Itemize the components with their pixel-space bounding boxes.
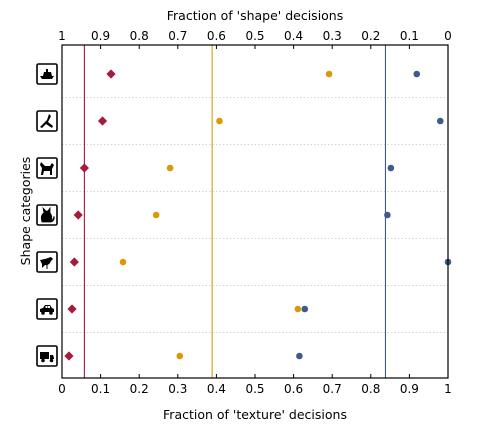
data-point-diamond — [69, 257, 79, 267]
data-point-diamond — [97, 116, 108, 126]
data-point-diamond — [106, 69, 116, 79]
bird-glyph — [40, 257, 53, 269]
data-point-circle — [301, 305, 309, 313]
bottom-tick-label: 0 — [58, 382, 66, 396]
top-tick-label: 0.7 — [168, 29, 187, 43]
boat-cabin — [43, 72, 52, 76]
y-axis-title: Shape categories — [18, 157, 33, 266]
data-point-circle — [296, 352, 303, 360]
top-tick-label: 0.8 — [130, 29, 149, 43]
bottom-tick-label: 0.8 — [361, 382, 380, 396]
cat-icon — [36, 204, 58, 226]
car-icon — [36, 298, 58, 320]
dog-icon — [36, 157, 58, 179]
bird-icon — [36, 251, 58, 273]
top-axis-title: Fraction of 'shape' decisions — [167, 8, 344, 23]
data-point-circle — [413, 70, 421, 78]
data-point-circle — [325, 70, 333, 78]
airplane-icon — [36, 110, 58, 132]
data-points — [64, 69, 452, 361]
boat-hull — [40, 76, 54, 79]
data-point-circle — [119, 258, 127, 266]
boat-mast — [46, 69, 48, 72]
bottom-tick-label: 0.5 — [245, 382, 264, 396]
data-point-diamond — [64, 351, 74, 361]
bottom-axis-title: Fraction of 'texture' decisions — [163, 407, 347, 422]
data-point-circle — [152, 211, 160, 219]
bottom-tick-label: 1 — [444, 382, 452, 396]
top-tick-label: 0.3 — [323, 29, 342, 43]
bottom-tick-label: 0.7 — [323, 382, 342, 396]
bottom-tick-label: 0.3 — [168, 382, 187, 396]
truck-icon — [36, 345, 58, 367]
boat-icon — [36, 63, 58, 85]
top-tick-label: 0.9 — [91, 29, 110, 43]
mean-lines — [83, 45, 387, 378]
axis-ticks: 0 0.1 0.2 0.3 0.4 0.5 0.6 0.7 0.8 0.9 1 1 0.9 0.8 0.7 0… — [58, 29, 452, 396]
top-tick-label: 0.2 — [361, 29, 380, 43]
data-point-diamond — [73, 210, 83, 220]
top-tick-label: 0.1 — [400, 29, 419, 43]
grid-lines — [62, 97, 448, 333]
bottom-tick-label: 0.1 — [91, 382, 110, 396]
bottom-tick-label: 0.2 — [130, 382, 149, 396]
top-tick-label: 0.5 — [245, 29, 264, 43]
bottom-tick-label: 0.4 — [207, 382, 226, 396]
data-point-circle — [166, 164, 174, 172]
data-point-diamond — [67, 304, 77, 314]
data-point-circle — [436, 117, 444, 125]
bottom-tick-label: 0.9 — [400, 382, 419, 396]
data-point-circle — [176, 352, 184, 360]
data-point-circle — [384, 211, 391, 219]
data-point-circle — [294, 305, 302, 313]
airplane-glyph — [40, 114, 53, 128]
top-tick-label: 1 — [58, 29, 66, 43]
top-tick-label: 0 — [444, 29, 452, 43]
top-tick-label: 0.4 — [284, 29, 303, 43]
cat-glyph — [40, 206, 55, 223]
plot-frame — [61, 44, 449, 379]
data-point-diamond — [79, 163, 89, 173]
bottom-tick-label: 0.6 — [284, 382, 303, 396]
data-point-circle — [387, 164, 395, 172]
category-icons — [36, 63, 58, 367]
dog-glyph — [40, 162, 54, 175]
top-tick-label: 0.6 — [207, 29, 226, 43]
truck-glyph — [40, 352, 54, 363]
car-glyph — [40, 305, 54, 315]
data-point-circle — [216, 117, 223, 125]
